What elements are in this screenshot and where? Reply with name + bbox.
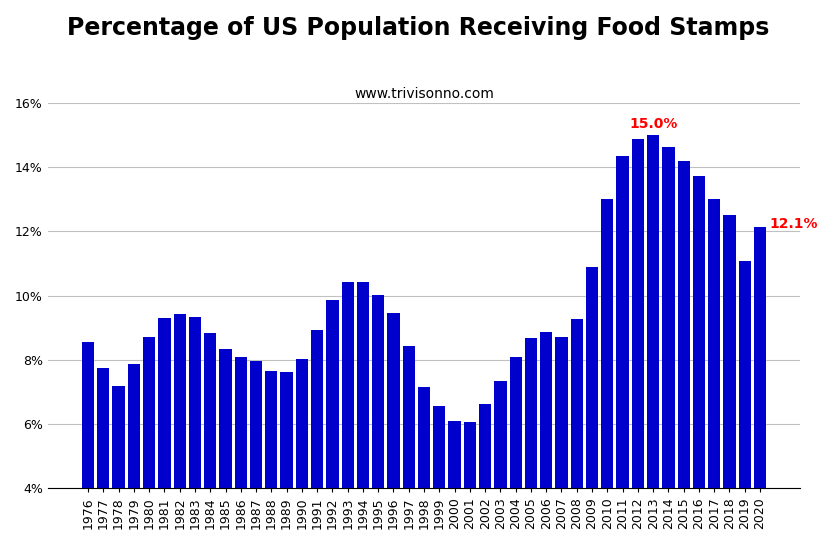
Bar [402,347,415,544]
Bar [280,372,293,544]
Bar [341,282,354,544]
Bar [692,176,704,544]
Bar [661,147,674,544]
Bar [539,332,552,544]
Bar [509,356,521,544]
Bar [722,215,735,544]
Bar [112,386,125,544]
Bar [646,135,659,544]
Bar [707,199,720,544]
Bar [311,330,323,544]
Bar [600,199,613,544]
Bar [677,160,689,544]
Bar [189,317,201,544]
Bar [250,361,262,544]
Bar [417,387,430,544]
Bar [234,357,247,544]
Bar [372,295,384,544]
Bar [570,319,582,544]
Bar [387,313,399,544]
Bar [616,157,628,544]
Bar [173,314,186,544]
Bar [356,282,369,544]
Text: 12.1%: 12.1% [768,217,817,231]
Bar [631,139,643,544]
Bar [585,268,598,544]
Text: Percentage of US Population Receiving Food Stamps: Percentage of US Population Receiving Fo… [67,16,769,40]
Bar [82,342,94,544]
Bar [326,300,338,544]
Bar [128,364,140,544]
Bar [433,406,445,544]
Bar [753,227,765,544]
Bar [448,422,460,544]
Bar [738,261,750,544]
Bar [265,372,277,544]
Bar [478,404,491,544]
Bar [143,337,155,544]
Bar [204,333,216,544]
Title: www.trivisonno.com: www.trivisonno.com [354,86,493,101]
Bar [555,337,567,544]
Bar [97,368,110,544]
Bar [219,349,232,544]
Bar [295,360,308,544]
Bar [494,381,506,544]
Bar [463,422,476,544]
Bar [158,318,171,544]
Text: 15.0%: 15.0% [628,117,676,131]
Bar [524,338,537,544]
